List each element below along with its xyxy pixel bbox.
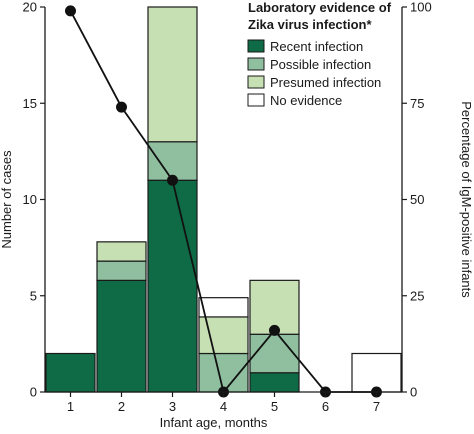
legend-title-line: Zika virus infection* — [248, 17, 372, 32]
igm-percentage-point-month-5 — [269, 324, 280, 336]
legend-label: Presumed infection — [270, 75, 381, 90]
bar-segment-possible-infection-month-5 — [249, 333, 300, 374]
x-tick-label: 7 — [373, 399, 380, 414]
legend-swatch-presumed-infection — [247, 75, 265, 89]
axes-layer: 0 5 10 15 20 0 25 50 75 100 1 2 3 4 5 6 7 — [23, 0, 432, 414]
bar-segment-no-evidence-month-4 — [198, 297, 249, 318]
bar-segment-recent-infection-month-1 — [45, 352, 96, 393]
igm-percentage-point-month-1 — [65, 5, 76, 17]
y-left-tick-label: 15 — [23, 96, 37, 111]
bar-segment-possible-infection-month-2 — [96, 260, 147, 281]
bar-segment-presumed-infection-month-2 — [96, 241, 147, 262]
bars-layer — [45, 6, 402, 393]
y-right-tick-label: 0 — [410, 385, 417, 400]
y-left-tick-label: 20 — [23, 0, 37, 15]
x-tick-label: 1 — [67, 399, 74, 414]
y-left-tick-label: 0 — [30, 385, 37, 400]
y-right-tick-label: 50 — [410, 192, 424, 207]
legend: Laboratory evidence of Zika virus infecti… — [247, 0, 392, 108]
y-axis-right-title: Percentage of IgM-positive infants — [459, 101, 474, 298]
x-tick-label: 4 — [220, 399, 227, 414]
y-right-tick-label: 75 — [410, 96, 424, 111]
legend-swatch-possible-infection — [247, 57, 265, 71]
bar-segment-recent-infection-month-3 — [147, 179, 198, 393]
y-left-tick-label: 10 — [23, 192, 37, 207]
x-tick-label: 5 — [271, 399, 278, 414]
y-axis-left-title: Number of cases — [0, 150, 14, 249]
x-axis-title: Infant age, months — [160, 415, 268, 430]
legend-label: No evidence — [270, 93, 342, 108]
bar-segment-recent-infection-month-5 — [249, 372, 300, 393]
bar-segment-possible-infection-month-3 — [147, 141, 198, 181]
x-tick-label: 6 — [322, 399, 329, 414]
bar-segment-possible-infection-month-4 — [198, 352, 249, 393]
legend-swatch-no-evidence — [247, 93, 265, 107]
igm-percentage-point-month-3 — [167, 174, 178, 186]
bar-segment-presumed-infection-month-3 — [147, 6, 198, 143]
legend-swatch-recent-infection — [247, 39, 265, 53]
x-tick-label: 3 — [169, 399, 176, 414]
legend-title-line: Laboratory evidence of — [248, 0, 392, 15]
y-right-tick-label: 100 — [410, 0, 432, 15]
legend-label: Possible infection — [270, 57, 371, 72]
bar-segment-recent-infection-month-2 — [96, 279, 147, 393]
x-tick-label: 2 — [118, 399, 125, 414]
y-left-tick-label: 5 — [30, 288, 37, 303]
bar-segment-no-evidence-month-7 — [351, 352, 402, 393]
y-right-tick-label: 25 — [410, 288, 424, 303]
igm-percentage-point-month-2 — [116, 101, 127, 113]
legend-label: Recent infection — [270, 39, 363, 54]
